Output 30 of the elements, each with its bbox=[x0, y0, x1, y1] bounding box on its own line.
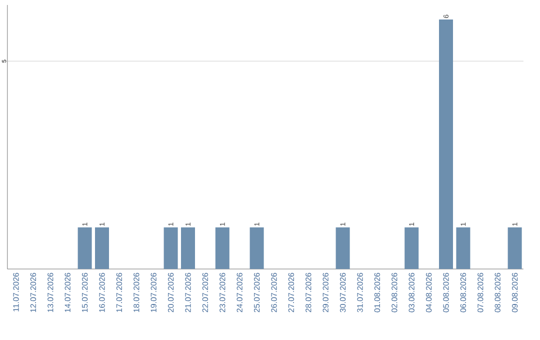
x-tick-label: 21.07.2026 bbox=[185, 272, 191, 312]
x-tick-label: 15.07.2026 bbox=[82, 272, 88, 312]
x-tick-label: 09.08.2026 bbox=[512, 272, 518, 312]
x-tick-label: 26.07.2026 bbox=[271, 272, 277, 312]
x-tick-label: 19.07.2026 bbox=[150, 272, 156, 312]
x-tick-label: 30.07.2026 bbox=[340, 272, 346, 312]
x-tick-label: 25.07.2026 bbox=[254, 272, 260, 312]
x-tick-label: 27.07.2026 bbox=[288, 272, 294, 312]
x-tick-label: 16.07.2026 bbox=[99, 272, 105, 312]
x-tick-label: 12.07.2026 bbox=[30, 272, 36, 312]
x-tick-label: 01.08.2026 bbox=[374, 272, 380, 312]
x-tick-label: 11.07.2026 bbox=[13, 272, 19, 312]
x-tick-label: 18.07.2026 bbox=[134, 272, 140, 312]
x-tick-label: 22.07.2026 bbox=[202, 272, 208, 312]
x-tick-label: 20.07.2026 bbox=[168, 272, 174, 312]
x-tick-label: 03.08.2026 bbox=[408, 272, 414, 312]
x-tick-label: 05.08.2026 bbox=[443, 272, 449, 312]
x-tick-label: 17.07.2026 bbox=[116, 272, 122, 312]
x-tick-label: 14.07.2026 bbox=[64, 272, 70, 312]
x-tick-label: 13.07.2026 bbox=[48, 272, 54, 312]
x-tick-label: 02.08.2026 bbox=[392, 272, 398, 312]
x-tick-label: 31.07.2026 bbox=[357, 272, 363, 312]
x-tick-label: 28.07.2026 bbox=[306, 272, 312, 312]
x-tick-label: 29.07.2026 bbox=[322, 272, 328, 312]
x-tick-label: 04.08.2026 bbox=[426, 272, 432, 312]
x-tick-label: 23.07.2026 bbox=[220, 272, 226, 312]
x-tick-label: 07.08.2026 bbox=[478, 272, 484, 312]
x-tick-label: 06.08.2026 bbox=[460, 272, 466, 312]
x-tick-label: 24.07.2026 bbox=[236, 272, 242, 312]
x-tick-label: 08.08.2026 bbox=[494, 272, 500, 312]
